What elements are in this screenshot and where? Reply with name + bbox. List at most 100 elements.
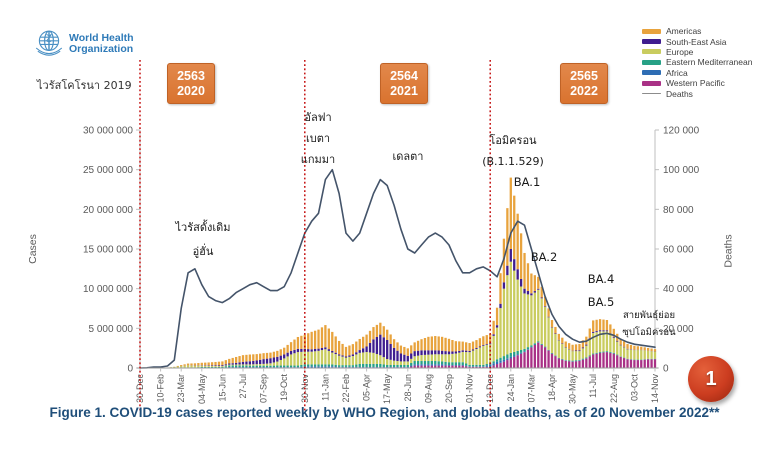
bar-segment-eastern-mediterranean [210,366,214,368]
bar-segment-south-east-asia [437,350,440,355]
x-axis-tick-label: 22-Aug [609,374,619,403]
bar-segment-europe [506,275,509,355]
bar-segment-western-pacific [629,359,633,368]
y-left-tick-label: 0 [127,364,133,375]
bar-segment-south-east-asia [348,355,351,357]
bar-segment-eastern-mediterranean [492,361,495,364]
bar-segment-western-pacific [440,365,444,368]
bar-segment-europe [221,366,224,367]
bar-segment-europe [293,353,296,366]
bar-segment-europe [519,286,523,350]
bar-segment-western-pacific [485,366,488,368]
bar-segment-europe [427,354,430,362]
bar-segment-americas [458,341,461,351]
bar-segment-south-east-asia [300,348,303,352]
bar-segment-americas [228,358,231,364]
bar-segment-western-pacific [482,366,485,368]
bar-segment-eastern-mediterranean [468,364,471,367]
bar-segment-south-east-asia [616,340,619,342]
bar-segment-south-east-asia [248,361,252,365]
bar-segment-africa [509,356,512,359]
bar-segment-americas [653,349,657,352]
x-axis-tick-label: 28-Jun [403,374,413,402]
bar-segment-africa [324,366,327,368]
bar-segment-western-pacific [499,362,502,368]
bar-segment-americas [413,342,416,352]
bar-segment-americas [557,333,561,340]
bar-segment-south-east-asia [255,360,258,365]
bar-segment-south-east-asia [286,352,289,357]
bar-segment-south-east-asia [362,348,365,353]
bar-segment-europe [296,352,300,366]
bar-segment-western-pacific [519,353,523,368]
bar-segment-africa [489,364,492,367]
bar-segment-western-pacific [416,365,420,368]
bar-segment-south-east-asia [221,365,224,367]
subtitle-coronavirus-2019: ไวรัสโคโรนา 2019 [37,79,132,92]
bar-segment-eastern-mediterranean [214,366,217,368]
bar-segment-africa [416,364,420,366]
bar-segment-south-east-asia [269,358,272,364]
bar-segment-americas [276,350,279,357]
page-number-badge: 1 [688,356,734,402]
bar-segment-americas [609,324,612,334]
bar-segment-americas [465,342,468,351]
bar-segment-western-pacific [465,366,468,368]
bar-segment-europe [568,349,571,361]
bar-segment-eastern-mediterranean [337,365,341,367]
bar-segment-western-pacific [509,358,512,368]
bar-segment-europe [337,355,341,366]
bar-segment-europe [595,332,598,353]
bar-segment-americas [197,363,200,366]
legend-swatch-icon [642,92,661,95]
bar-segment-europe [437,354,440,362]
x-axis-tick-label: 09-Aug [423,374,433,403]
bar-segment-south-east-asia [279,355,282,360]
bar-segment-americas [605,320,609,331]
bar-segment-south-east-asia [320,347,324,351]
bar-segment-western-pacific [640,360,643,368]
bar-segment-eastern-mediterranean [341,365,344,367]
bar-segment-americas [602,319,605,331]
bar-segment-europe [344,357,348,366]
bar-segment-europe [478,347,482,365]
bar-segment-western-pacific [434,365,437,368]
bar-segment-eastern-mediterranean [485,364,488,366]
x-axis-tick-label: 11-Jul [588,374,598,398]
bar-segment-western-pacific [451,365,454,368]
bar-segment-americas [296,336,300,349]
bar-segment-south-east-asia [238,362,241,365]
bar-segment-south-east-asia [289,350,293,355]
bar-segment-eastern-mediterranean [413,361,416,365]
bar-segment-eastern-mediterranean [571,360,574,362]
bar-segment-south-east-asia [592,331,595,333]
bar-segment-americas [399,345,403,354]
bar-segment-europe [248,364,252,366]
bar-segment-south-east-asia [434,350,437,355]
bar-segment-americas [207,362,210,366]
x-axis-tick-label: 23-Mar [176,374,186,403]
bar-segment-eastern-mediterranean [475,364,478,367]
bar-segment-eastern-mediterranean [382,364,385,367]
bar-segment-europe [392,360,396,365]
bar-segment-south-east-asia [272,357,276,363]
bar-segment-americas [344,346,348,357]
bar-segment-south-east-asia [241,361,245,365]
bar-segment-eastern-mediterranean [197,367,200,368]
bar-segment-western-pacific [571,361,574,368]
legend-label: Americas [666,26,702,37]
bar-segment-europe [176,366,179,368]
bar-segment-eastern-mediterranean [461,362,464,365]
bar-segment-western-pacific [646,359,650,368]
bar-segment-americas [379,322,382,335]
bar-segment-south-east-asia [334,352,337,355]
legend-item-eastern-mediterranean: Eastern Mediterranean [642,57,752,67]
bar-segment-eastern-mediterranean [344,365,348,367]
annotation-line: ไวรัสดั้งเดิม [175,221,231,234]
bar-segment-europe [372,352,375,364]
gregorian-year-label: 2022 [570,83,598,98]
bar-segment-americas [396,342,399,351]
bar-segment-western-pacific [616,355,619,368]
bar-segment-south-east-asia [605,330,609,332]
bar-segment-eastern-mediterranean [303,364,306,367]
